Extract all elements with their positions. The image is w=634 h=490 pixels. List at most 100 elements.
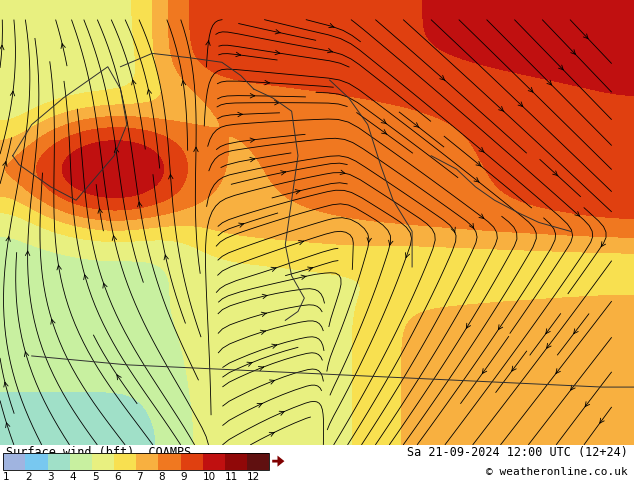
FancyArrowPatch shape	[600, 418, 604, 423]
Text: © weatheronline.co.uk: © weatheronline.co.uk	[486, 467, 628, 477]
FancyArrowPatch shape	[583, 34, 588, 39]
FancyArrowPatch shape	[147, 90, 152, 94]
Text: Surface wind (bft)  COAMPS: Surface wind (bft) COAMPS	[6, 446, 191, 459]
FancyArrowPatch shape	[194, 147, 198, 152]
Bar	[3, 453, 25, 470]
FancyArrowPatch shape	[275, 100, 279, 105]
FancyArrowPatch shape	[382, 129, 387, 134]
FancyArrowPatch shape	[295, 190, 300, 194]
Text: Sa 21-09-2024 12:00 UTC (12+24): Sa 21-09-2024 12:00 UTC (12+24)	[407, 446, 628, 459]
FancyArrowPatch shape	[3, 162, 7, 167]
Text: 7: 7	[136, 471, 143, 482]
Bar	[70, 453, 92, 470]
FancyArrowPatch shape	[512, 366, 516, 371]
Text: 8: 8	[158, 471, 165, 482]
FancyArrowPatch shape	[132, 80, 136, 85]
Bar	[247, 453, 269, 470]
FancyArrowPatch shape	[469, 223, 474, 229]
Bar	[225, 453, 247, 470]
FancyArrowPatch shape	[61, 44, 65, 49]
FancyArrowPatch shape	[405, 253, 410, 258]
Text: 3: 3	[48, 471, 54, 482]
FancyArrowPatch shape	[307, 267, 313, 271]
FancyArrowPatch shape	[367, 238, 372, 243]
FancyArrowPatch shape	[299, 241, 304, 245]
FancyArrowPatch shape	[261, 330, 266, 335]
FancyArrowPatch shape	[275, 29, 280, 34]
Text: 11: 11	[225, 471, 238, 482]
FancyArrowPatch shape	[181, 81, 186, 86]
FancyArrowPatch shape	[261, 312, 266, 317]
FancyArrowPatch shape	[238, 223, 244, 227]
FancyArrowPatch shape	[571, 49, 576, 54]
FancyArrowPatch shape	[340, 170, 345, 174]
FancyArrowPatch shape	[257, 403, 262, 407]
FancyArrowPatch shape	[112, 236, 117, 241]
Bar	[3, 453, 269, 470]
FancyArrowPatch shape	[247, 362, 252, 367]
FancyArrowPatch shape	[559, 65, 563, 70]
FancyArrowPatch shape	[262, 294, 267, 298]
FancyArrowPatch shape	[440, 75, 445, 80]
FancyArrowPatch shape	[414, 122, 419, 127]
FancyArrowPatch shape	[250, 138, 255, 143]
FancyArrowPatch shape	[25, 251, 30, 256]
FancyArrowPatch shape	[169, 174, 173, 179]
FancyArrowPatch shape	[451, 227, 455, 233]
Text: 12: 12	[247, 471, 261, 482]
FancyArrowPatch shape	[556, 368, 560, 373]
FancyArrowPatch shape	[301, 275, 306, 279]
Bar	[158, 453, 181, 470]
FancyArrowPatch shape	[117, 375, 121, 380]
FancyArrowPatch shape	[238, 112, 242, 117]
Text: 6: 6	[114, 471, 120, 482]
FancyArrowPatch shape	[10, 91, 15, 96]
FancyArrowPatch shape	[6, 423, 10, 428]
FancyArrowPatch shape	[518, 102, 523, 106]
FancyArrowPatch shape	[138, 202, 142, 207]
FancyArrowPatch shape	[476, 161, 481, 167]
FancyArrowPatch shape	[482, 368, 487, 373]
FancyArrowPatch shape	[6, 237, 10, 242]
Bar	[203, 453, 225, 470]
FancyArrowPatch shape	[269, 380, 275, 384]
FancyArrowPatch shape	[575, 212, 579, 216]
FancyArrowPatch shape	[51, 319, 55, 324]
Bar	[114, 453, 136, 470]
FancyArrowPatch shape	[601, 242, 605, 246]
FancyArrowPatch shape	[0, 45, 4, 50]
Text: 10: 10	[203, 471, 216, 482]
FancyArrowPatch shape	[103, 283, 107, 288]
FancyArrowPatch shape	[498, 106, 504, 112]
FancyArrowPatch shape	[206, 41, 210, 46]
FancyArrowPatch shape	[250, 157, 255, 162]
FancyArrowPatch shape	[114, 148, 119, 153]
FancyArrowPatch shape	[24, 352, 29, 357]
Text: 2: 2	[25, 471, 32, 482]
FancyArrowPatch shape	[528, 87, 533, 92]
FancyArrowPatch shape	[498, 325, 503, 330]
FancyArrowPatch shape	[479, 147, 484, 152]
FancyArrowPatch shape	[264, 80, 269, 85]
Bar	[181, 453, 203, 470]
FancyArrowPatch shape	[467, 323, 470, 328]
FancyArrowPatch shape	[272, 344, 277, 348]
FancyArrowPatch shape	[474, 177, 479, 182]
FancyArrowPatch shape	[546, 329, 550, 334]
Text: 4: 4	[70, 471, 76, 482]
FancyArrowPatch shape	[259, 367, 264, 371]
FancyArrowPatch shape	[547, 343, 551, 348]
FancyArrowPatch shape	[98, 209, 102, 213]
FancyArrowPatch shape	[547, 80, 552, 85]
Bar	[48, 453, 70, 470]
FancyArrowPatch shape	[275, 50, 280, 55]
Text: 5: 5	[92, 471, 98, 482]
FancyArrowPatch shape	[164, 255, 169, 260]
FancyArrowPatch shape	[269, 432, 275, 437]
Text: 1: 1	[3, 471, 10, 482]
FancyArrowPatch shape	[84, 275, 88, 280]
FancyArrowPatch shape	[236, 52, 240, 57]
FancyArrowPatch shape	[4, 382, 8, 387]
Bar	[92, 453, 114, 470]
FancyArrowPatch shape	[585, 402, 590, 407]
